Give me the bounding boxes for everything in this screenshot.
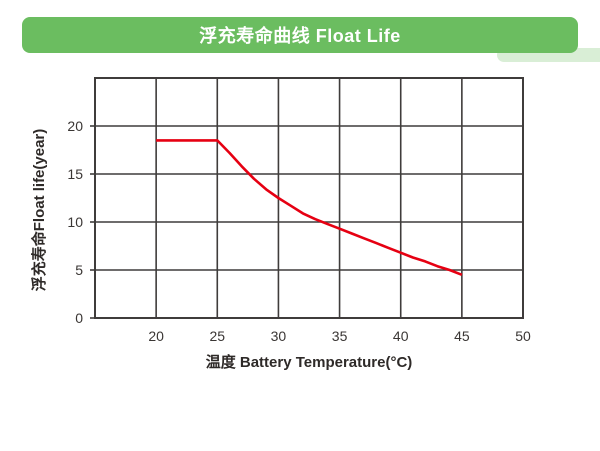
section-header-banner: 浮充寿命曲线 Float Life — [22, 17, 578, 53]
x-tick-label: 50 — [515, 328, 531, 344]
chart-gridlines — [95, 78, 523, 318]
x-tick-label: 20 — [148, 328, 164, 344]
y-tick-label: 10 — [67, 214, 83, 230]
float-life-curve — [156, 139, 463, 277]
float-life-chart: 20 25 30 35 40 45 50 0 5 10 15 20 温度 Battery Tempe… — [0, 60, 600, 451]
y-axis-title: 浮充寿命Float life(year) — [30, 129, 48, 292]
y-tick-label: 5 — [75, 262, 83, 278]
y-tick-label: 15 — [67, 166, 83, 182]
page-title: 浮充寿命曲线 Float Life — [199, 26, 401, 46]
plot-frame — [94, 77, 524, 319]
y-tick-label: 20 — [67, 118, 83, 134]
y-axis-tick-labels: 0 5 10 15 20 — [67, 118, 83, 326]
x-axis-title: 温度 Battery Temperature(°C) — [206, 353, 413, 371]
y-tick-label: 0 — [75, 310, 83, 326]
x-axis-tick-labels: 20 25 30 35 40 45 50 — [148, 328, 531, 344]
y-axis-tick-marks — [90, 125, 95, 319]
x-tick-label: 30 — [271, 328, 287, 344]
x-tick-label: 40 — [393, 328, 409, 344]
float-life-chart-svg: 20 25 30 35 40 45 50 0 5 10 15 20 温度 Battery Tempe… — [30, 77, 531, 371]
x-tick-label: 45 — [454, 328, 470, 344]
x-tick-label: 25 — [209, 328, 225, 344]
x-tick-label: 35 — [332, 328, 348, 344]
